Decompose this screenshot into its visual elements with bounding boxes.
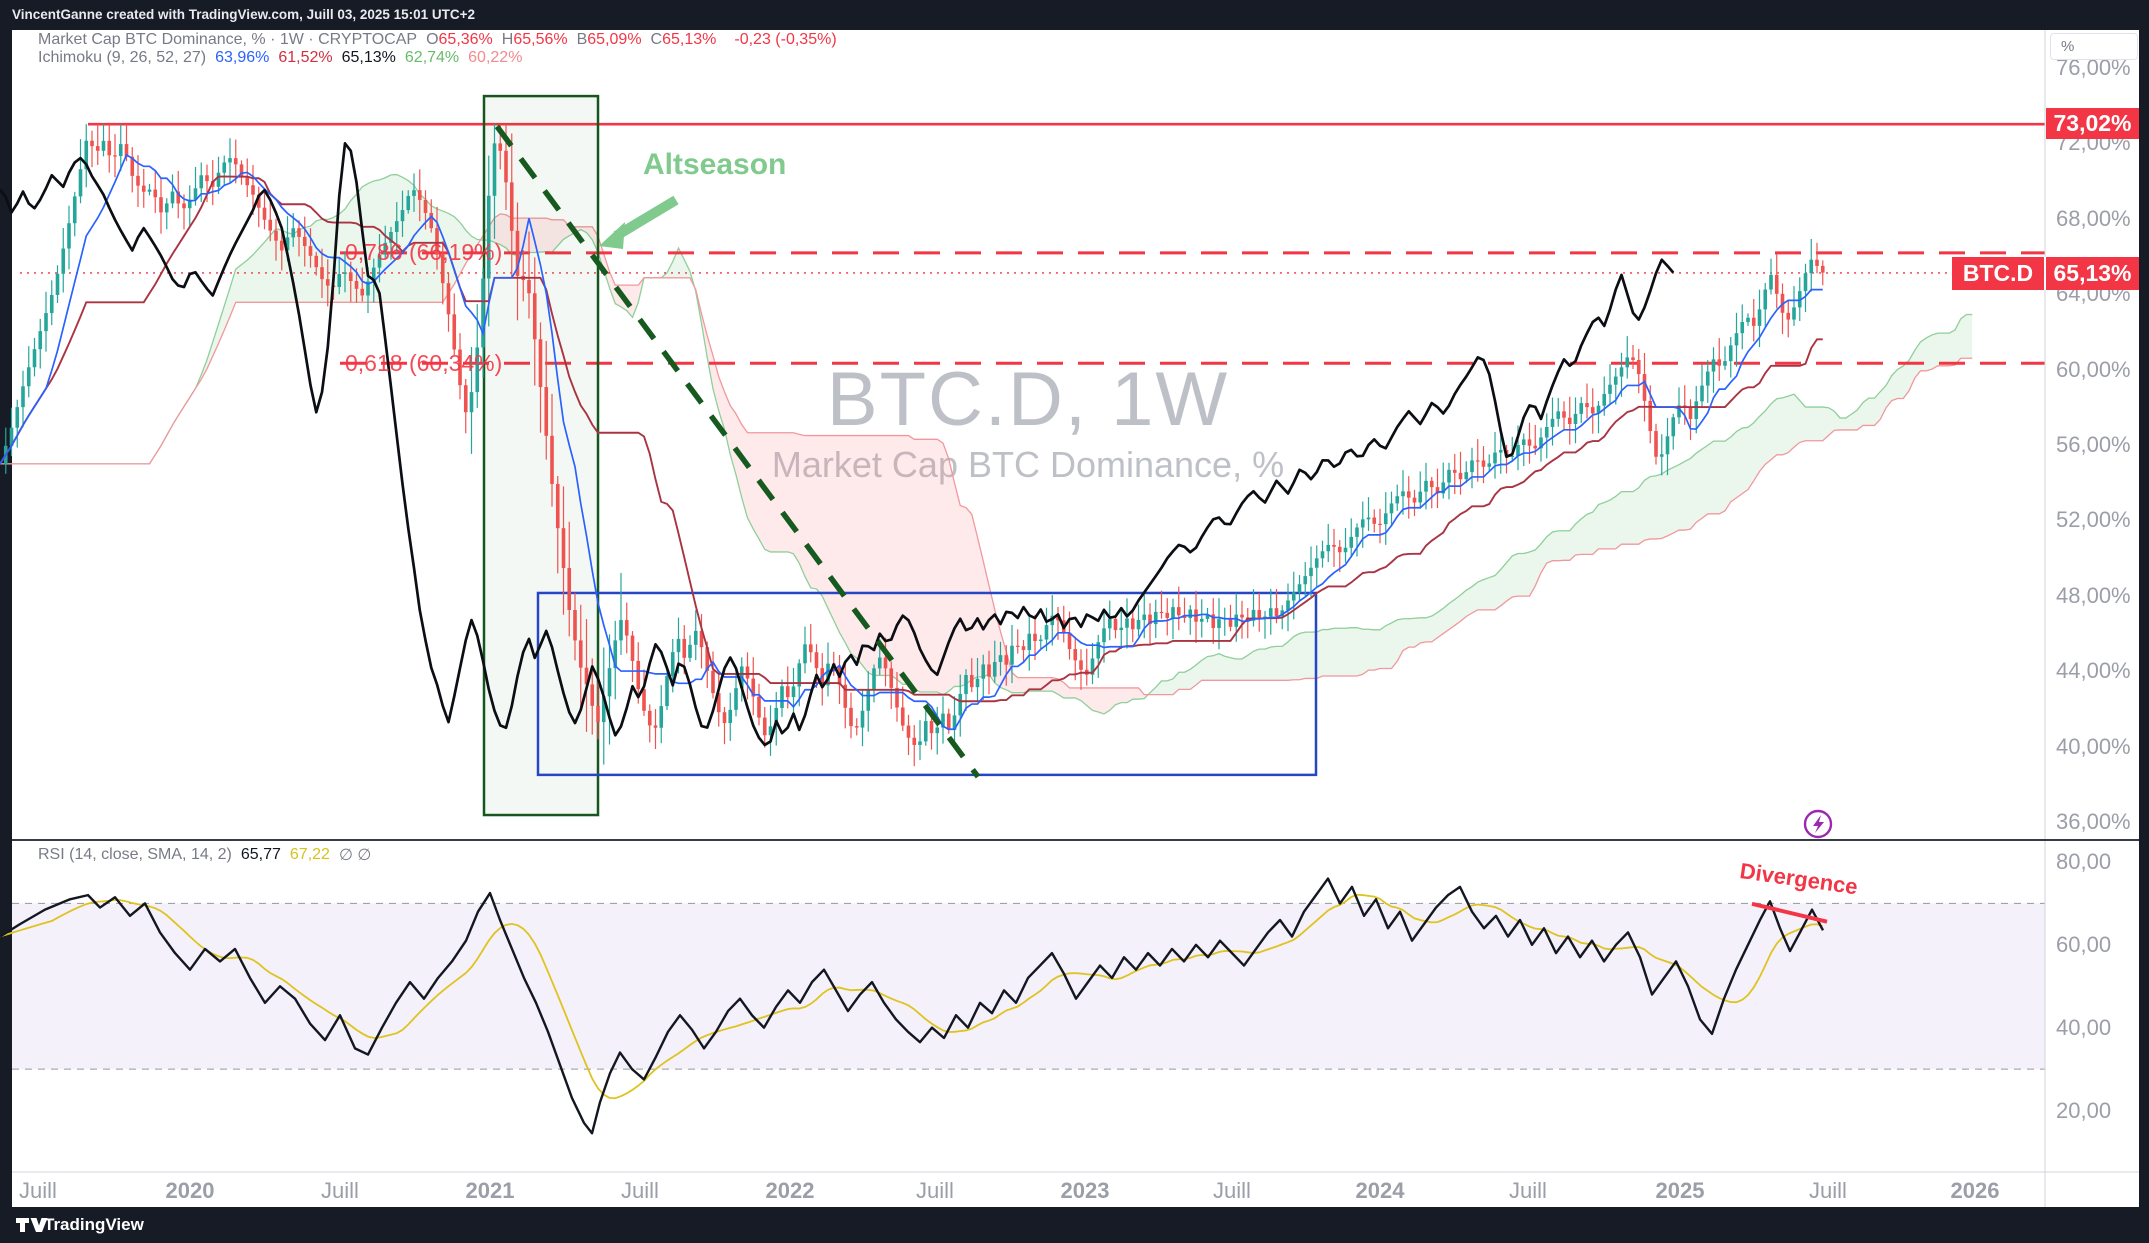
price-tick: 48,00% <box>2056 582 2131 608</box>
rsi-legend: RSI (14, close, SMA, 14, 2) 65,77 67,22 … <box>38 845 371 865</box>
time-tick: 2023 <box>1060 1178 1110 1203</box>
ichimoku-values: 63,96% 61,52% 65,13% 62,74% 60,22% <box>215 49 531 67</box>
ichimoku-legend: Ichimoku (9, 26, 52, 27) 63,96% 61,52% 65,… <box>38 49 531 67</box>
time-tick: Juill <box>1809 1178 1847 1203</box>
price-tick: 76,00% <box>2056 55 2131 80</box>
rsi-sma-value: 67,22 <box>289 846 330 863</box>
rsi-name: RSI (14, close, SMA, 14, 2) <box>38 846 232 863</box>
rsi-extra: ∅ ∅ <box>338 847 372 864</box>
bottom-bar: TradingView <box>0 1207 2149 1243</box>
price-tick: 52,00% <box>2056 507 2131 533</box>
percent-scale-button[interactable]: % <box>2050 33 2138 60</box>
price-tick: 60,00% <box>2056 356 2131 382</box>
fib-618-label: 0,618 (60,34%) <box>345 350 503 376</box>
ohlc-item: B65,09% <box>576 31 642 48</box>
last-price-badge: BTC.D 65,13% <box>1952 257 2139 290</box>
hline-price-badge: 73,02% <box>2046 108 2139 139</box>
ichimoku-value: 60,22% <box>468 49 523 66</box>
price-tick: 40,00% <box>2056 733 2131 759</box>
ohlc-item: C65,13% <box>650 31 717 48</box>
time-tick: 2020 <box>165 1178 215 1203</box>
altseason-label: Altseason <box>643 148 787 181</box>
symbol-legend: Market Cap BTC Dominance, % · 1W · CRYPT… <box>38 31 837 49</box>
ichimoku-value: 62,74% <box>404 49 460 66</box>
time-tick: 2026 <box>1950 1178 2000 1203</box>
ohlc-item: H65,56% <box>501 31 568 48</box>
ichimoku-value: 63,96% <box>215 49 270 66</box>
rsi-tick: 20,00 <box>2056 1097 2112 1123</box>
ichimoku-value: 61,52% <box>278 49 333 66</box>
ticker-badge: BTC.D <box>1952 257 2044 290</box>
ohlc-values: O65,36% H65,56% B65,09% C65,13% <box>426 31 725 49</box>
time-tick: Juill <box>321 1178 359 1203</box>
price-tick: 36,00% <box>2056 809 2131 834</box>
top-bar: VincentGanne created with TradingView.co… <box>0 0 2149 30</box>
tradingview-brand[interactable]: TradingView <box>44 1215 144 1234</box>
tradingview-logo-icon[interactable] <box>16 1217 52 1233</box>
time-tick: Juill <box>1213 1178 1251 1203</box>
ichimoku-value: 65,13% <box>341 49 396 66</box>
time-tick: 2025 <box>1655 1178 1705 1203</box>
watermark-title: Market Cap BTC Dominance, % <box>771 444 1285 485</box>
last-price-value: 65,13% <box>2046 257 2139 290</box>
time-tick: Juill <box>916 1178 954 1203</box>
rsi-tick: 80,00 <box>2056 849 2112 874</box>
ichimoku-name: Ichimoku (9, 26, 52, 27) <box>38 49 207 66</box>
time-tick: 2024 <box>1355 1178 1405 1203</box>
time-tick: Juill <box>19 1178 57 1203</box>
creator-caption: VincentGanne created with TradingView.co… <box>12 7 476 22</box>
watermark: BTC.D, 1W Market Cap BTC Dominance, % <box>772 358 1284 488</box>
rsi-tick: 40,00 <box>2056 1014 2112 1040</box>
badge-separator <box>2044 257 2046 290</box>
price-tick: 44,00% <box>2056 658 2131 684</box>
fib-786-label: 0,786 (66,19%) <box>345 239 503 265</box>
rsi-tick: 60,00 <box>2056 931 2112 957</box>
change-value: -0,23 (-0,35%) <box>734 31 837 48</box>
watermark-symbol: BTC.D, 1W <box>826 357 1230 442</box>
ohlc-item: O65,36% <box>426 31 493 48</box>
price-tick: 68,00% <box>2056 205 2131 231</box>
time-tick: Juill <box>621 1178 659 1203</box>
time-tick: Juill <box>1509 1178 1547 1203</box>
time-tick: 2022 <box>765 1178 815 1203</box>
price-tick: 56,00% <box>2056 432 2131 457</box>
symbol-title: Market Cap BTC Dominance, % · 1W · CRYPT… <box>38 31 418 48</box>
rsi-value: 65,77 <box>240 846 281 863</box>
time-tick: 2021 <box>465 1178 515 1203</box>
